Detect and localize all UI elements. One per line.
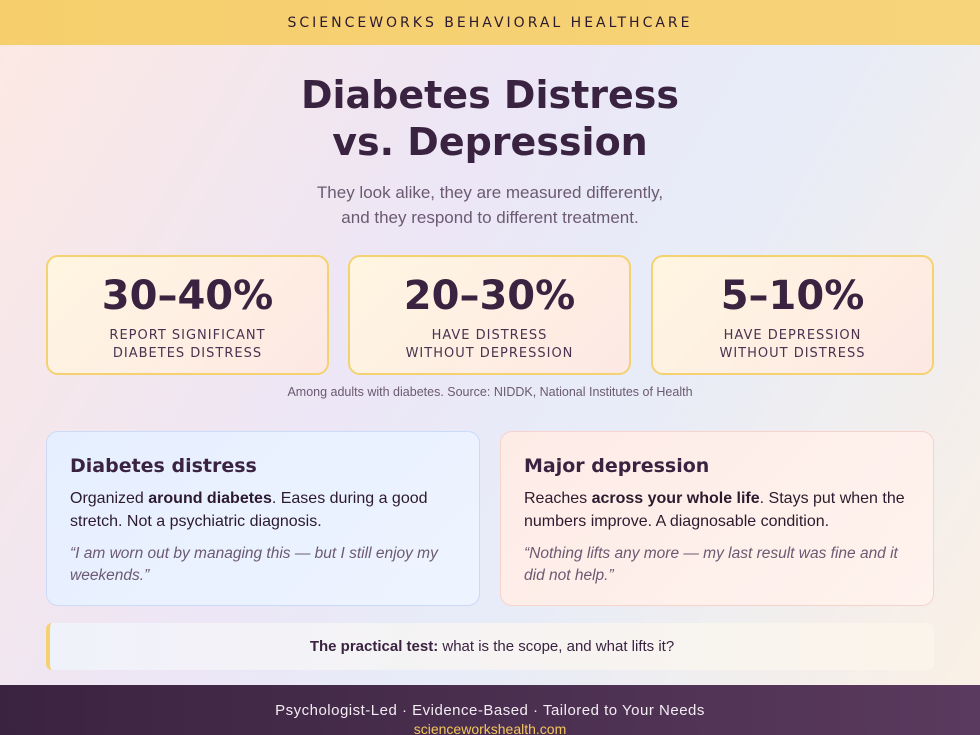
page-subtitle: They look alike, they are measured diffe…	[0, 180, 980, 230]
source-note: Among adults with diabetes. Source: NIDD…	[287, 385, 693, 399]
stat-label: HAVE DISTRESS WITHOUT DEPRESSION	[350, 327, 629, 363]
card-quote: “I am worn out by managing this — but I …	[70, 545, 438, 584]
card-body: Reaches across your whole life. Stays pu…	[524, 487, 910, 533]
card-body-text: . Stays put when the numbers improve. A …	[524, 490, 905, 530]
card-title: Diabetes distress	[70, 455, 257, 477]
header-bar: SCIENCEWORKS BEHAVIORAL HEALTHCARE	[0, 0, 980, 45]
practical-test-question: what is the scope, and what lifts it?	[438, 638, 675, 655]
stat-card-depression-only: 5–10% HAVE DEPRESSION WITHOUT DISTRESS	[651, 255, 934, 375]
stat-value: 30–40%	[101, 273, 274, 319]
stat-label: HAVE DEPRESSION WITHOUT DISTRESS	[653, 327, 932, 363]
stat-label-line2: WITHOUT DISTRESS	[719, 346, 866, 361]
card-body-text: Reaches	[524, 490, 592, 507]
major-depression-card: Major depression Reaches across your who…	[500, 431, 934, 606]
footer-bar: Psychologist-Led · Evidence-Based · Tail…	[0, 685, 980, 735]
card-body-emphasis: across your whole life	[591, 490, 760, 507]
brand-name: SCIENCEWORKS BEHAVIORAL HEALTHCARE	[287, 14, 693, 31]
practical-test-callout: The practical test: what is the scope, a…	[46, 623, 934, 670]
stat-label-line1: HAVE DEPRESSION	[723, 328, 862, 343]
page-title-line2: vs. Depression	[332, 120, 648, 164]
stat-card-distress-only: 20–30% HAVE DISTRESS WITHOUT DEPRESSION	[348, 255, 631, 375]
subtitle-line1: They look alike, they are measured diffe…	[316, 183, 664, 202]
practical-test-text: The practical test: what is the scope, a…	[310, 638, 674, 655]
footer-website-link[interactable]: scienceworkshealth.com	[413, 721, 567, 735]
card-quote: “Nothing lifts any more — my last result…	[524, 545, 898, 584]
stat-label-line2: DIABETES DISTRESS	[112, 346, 263, 361]
stat-label-line1: REPORT SIGNIFICANT	[109, 328, 266, 343]
page-title-line1: Diabetes Distress	[300, 73, 680, 117]
page-title: Diabetes Distress vs. Depression	[0, 72, 980, 166]
practical-test-lead: The practical test:	[309, 638, 439, 655]
card-body-text: Organized	[70, 490, 149, 507]
diabetes-distress-card: Diabetes distress Organized around diabe…	[46, 431, 480, 606]
card-body: Organized around diabetes. Eases during …	[70, 487, 456, 533]
stat-label: REPORT SIGNIFICANT DIABETES DISTRESS	[48, 327, 327, 363]
card-body-emphasis: around diabetes	[148, 490, 272, 507]
stat-label-line1: HAVE DISTRESS	[431, 328, 548, 343]
stat-label-line2: WITHOUT DEPRESSION	[405, 346, 574, 361]
stat-value: 20–30%	[403, 273, 576, 319]
subtitle-line2: and they respond to different treatment.	[341, 208, 639, 227]
card-title: Major depression	[524, 455, 710, 477]
stat-value: 5–10%	[720, 273, 865, 319]
stat-card-distress: 30–40% REPORT SIGNIFICANT DIABETES DISTRE…	[46, 255, 329, 375]
card-body-text: . Eases during a good stretch. Not a psy…	[70, 490, 428, 530]
footer-tagline: Psychologist-Led · Evidence-Based · Tail…	[275, 702, 705, 719]
